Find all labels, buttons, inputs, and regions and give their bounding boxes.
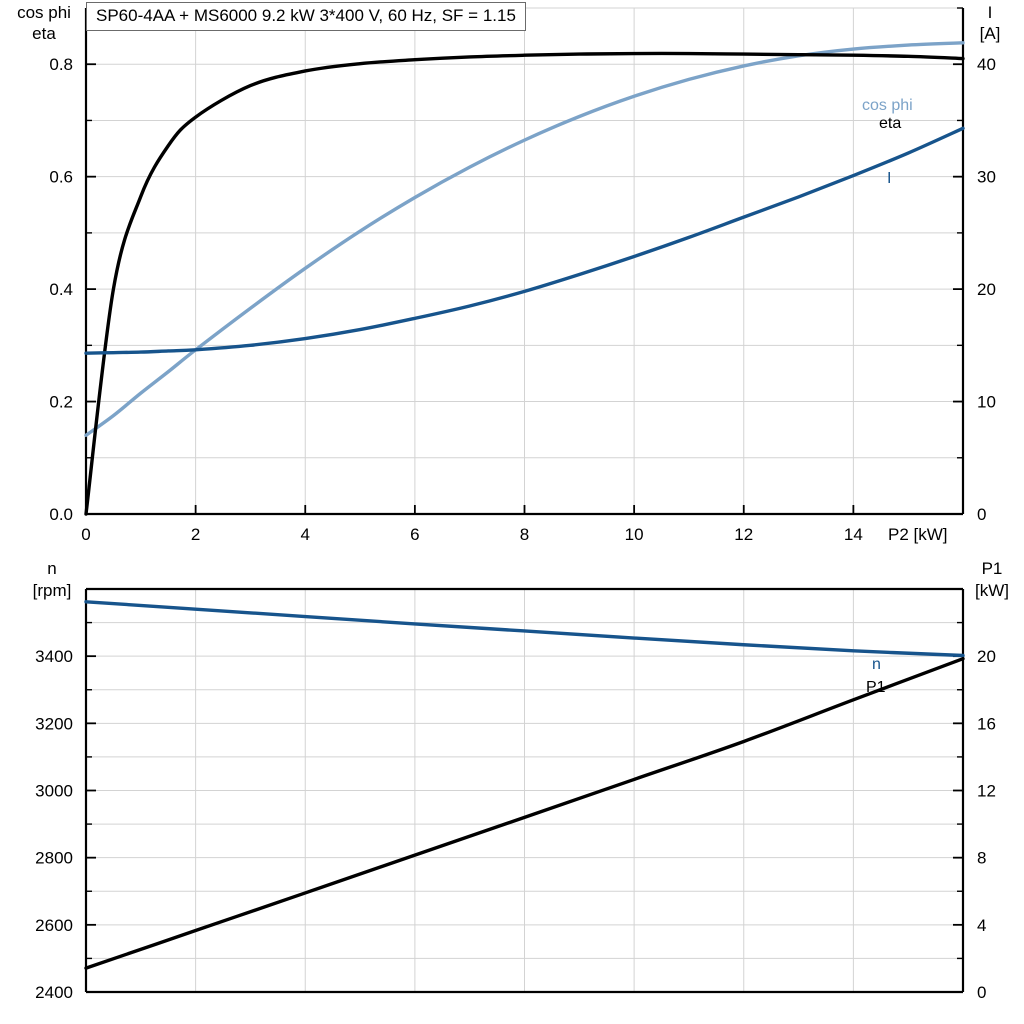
svg-text:I: I <box>988 3 993 22</box>
svg-text:[A]: [A] <box>980 24 1001 43</box>
svg-text:12: 12 <box>977 782 996 801</box>
svg-text:2400: 2400 <box>35 983 73 1002</box>
svg-text:0.0: 0.0 <box>49 505 73 524</box>
curve-label-speed: n <box>872 656 881 673</box>
svg-text:6: 6 <box>410 525 419 544</box>
svg-text:20: 20 <box>977 280 996 299</box>
svg-text:3000: 3000 <box>35 782 73 801</box>
bottom-chart-panel: 2400 2600 2800 3000 3200 3400 0 4 8 12 16 20 n [rpm] P… <box>0 552 1024 1024</box>
svg-text:[rpm]: [rpm] <box>33 581 72 600</box>
svg-text:0.4: 0.4 <box>49 280 73 299</box>
svg-text:20: 20 <box>977 647 996 666</box>
svg-text:10: 10 <box>625 525 644 544</box>
svg-text:40: 40 <box>977 55 996 74</box>
curve-label-current: I <box>887 170 891 187</box>
chart-title-box: SP60-4AA + MS6000 9.2 kW 3*400 V, 60 Hz,… <box>86 2 526 31</box>
curve-n <box>84 600 965 658</box>
curve-i <box>84 126 965 355</box>
bottom-chart-text: 2400 2600 2800 3000 3200 3400 0 4 8 12 16 20 n [rpm] P… <box>33 559 1009 1002</box>
svg-text:14: 14 <box>844 525 863 544</box>
svg-text:0: 0 <box>977 983 986 1002</box>
svg-text:0: 0 <box>81 525 90 544</box>
curve-eta <box>84 51 965 516</box>
svg-text:30: 30 <box>977 168 996 187</box>
svg-text:0.8: 0.8 <box>49 55 73 74</box>
top-chart-gridlines <box>86 7 964 514</box>
curve-p1 <box>84 656 965 970</box>
svg-text:2600: 2600 <box>35 916 73 935</box>
svg-text:0.2: 0.2 <box>49 393 73 412</box>
bottom-chart-curves <box>84 600 965 970</box>
svg-text:8: 8 <box>520 525 529 544</box>
bottom-chart-gridlines <box>86 589 963 992</box>
svg-text:0: 0 <box>977 505 986 524</box>
svg-text:[kW]: [kW] <box>975 581 1009 600</box>
svg-text:0.6: 0.6 <box>49 168 73 187</box>
svg-text:P2 [kW]: P2 [kW] <box>888 525 948 544</box>
curve-label-p1: P1 <box>866 679 886 696</box>
svg-text:P1: P1 <box>982 559 1003 578</box>
svg-text:16: 16 <box>977 714 996 733</box>
svg-text:n: n <box>47 559 56 578</box>
top-chart-curves <box>84 41 965 516</box>
svg-text:8: 8 <box>977 849 986 868</box>
svg-text:cos phi: cos phi <box>17 3 71 22</box>
svg-text:3400: 3400 <box>35 647 73 666</box>
svg-text:eta: eta <box>32 24 56 43</box>
svg-text:3200: 3200 <box>35 714 73 733</box>
curve-label-cos-phi: cos phi <box>862 97 913 114</box>
top-chart-text: 0 2 4 6 8 10 12 14 0.0 0 0.2 10 0.4 20 0.6 30 0.8 40 cos p… <box>17 3 1000 544</box>
svg-text:4: 4 <box>301 525 310 544</box>
svg-text:10: 10 <box>977 393 996 412</box>
top-chart-svg: 0 2 4 6 8 10 12 14 0.0 0 0.2 10 0.4 20 0.6 30 0.8 40 cos p… <box>17 3 1000 544</box>
svg-text:2800: 2800 <box>35 849 73 868</box>
top-chart-panel: 0 2 4 6 8 10 12 14 0.0 0 0.2 10 0.4 20 0.6 30 0.8 40 cos p… <box>17 2 1000 544</box>
curve-label-eta: eta <box>879 115 901 132</box>
svg-text:2: 2 <box>191 525 200 544</box>
bottom-chart-svg: 2400 2600 2800 3000 3200 3400 0 4 8 12 16 20 n [rpm] P… <box>33 559 1009 1002</box>
svg-text:12: 12 <box>734 525 753 544</box>
svg-text:4: 4 <box>977 916 986 935</box>
